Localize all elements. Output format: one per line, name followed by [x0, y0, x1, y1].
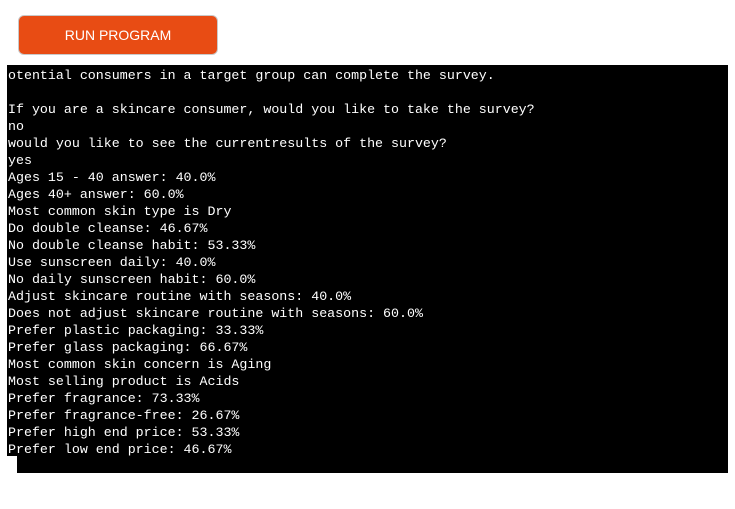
terminal-line: yes [8, 153, 32, 168]
terminal-line: Use sunscreen daily: 40.0% [8, 255, 216, 270]
terminal-line: No daily sunscreen habit: 60.0% [8, 272, 256, 287]
terminal-line: Prefer high end price: 53.33% [8, 425, 240, 440]
terminal-line: Prefer fragrance: 73.33% [8, 391, 200, 406]
terminal-line: Most selling product is Acids [8, 374, 240, 389]
terminal-line: No double cleanse habit: 53.33% [8, 238, 256, 253]
terminal-corner-gap [7, 456, 17, 473]
terminal-line: Prefer fragrance-free: 26.67% [8, 408, 240, 423]
terminal-line: otential consumers in a target group can… [8, 68, 495, 83]
terminal-line: Ages 15 - 40 answer: 40.0% [8, 170, 216, 185]
terminal-line: Most common skin type is Dry [8, 204, 232, 219]
terminal-line: no [8, 119, 24, 134]
terminal-line: Ages 40+ answer: 60.0% [8, 187, 184, 202]
terminal-line: Adjust skincare routine with seasons: 40… [8, 289, 352, 304]
terminal-line: Prefer glass packaging: 66.67% [8, 340, 248, 355]
run-program-button[interactable]: RUN PROGRAM [18, 15, 218, 55]
terminal-line: Does not adjust skincare routine with se… [8, 306, 423, 321]
terminal-line: Most common skin concern is Aging [8, 357, 272, 372]
terminal-output[interactable]: otential consumers in a target group can… [7, 65, 728, 473]
terminal-line: Do double cleanse: 46.67% [8, 221, 208, 236]
terminal-text: otential consumers in a target group can… [8, 67, 728, 458]
terminal-line: If you are a skincare consumer, would yo… [8, 102, 535, 117]
terminal-line: Prefer plastic packaging: 33.33% [8, 323, 264, 338]
terminal-line: would you like to see the currentresults… [8, 136, 447, 151]
terminal-line [8, 84, 728, 101]
terminal-line: Prefer low end price: 46.67% [8, 442, 232, 457]
